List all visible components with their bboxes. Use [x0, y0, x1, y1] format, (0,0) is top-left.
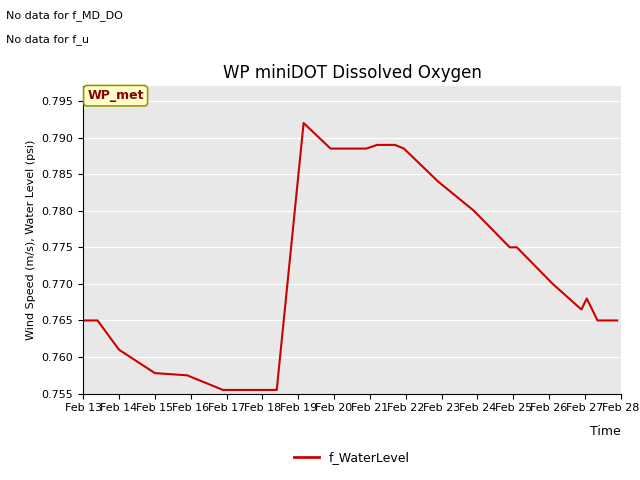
Y-axis label: Wind Speed (m/s), Water Level (psi): Wind Speed (m/s), Water Level (psi) — [26, 140, 36, 340]
Text: No data for f_MD_DO: No data for f_MD_DO — [6, 10, 124, 21]
Title: WP miniDOT Dissolved Oxygen: WP miniDOT Dissolved Oxygen — [223, 64, 481, 82]
Text: No data for f_u: No data for f_u — [6, 34, 90, 45]
Text: Time: Time — [590, 425, 621, 438]
Legend: f_WaterLevel: f_WaterLevel — [289, 446, 415, 469]
Text: WP_met: WP_met — [88, 89, 144, 102]
